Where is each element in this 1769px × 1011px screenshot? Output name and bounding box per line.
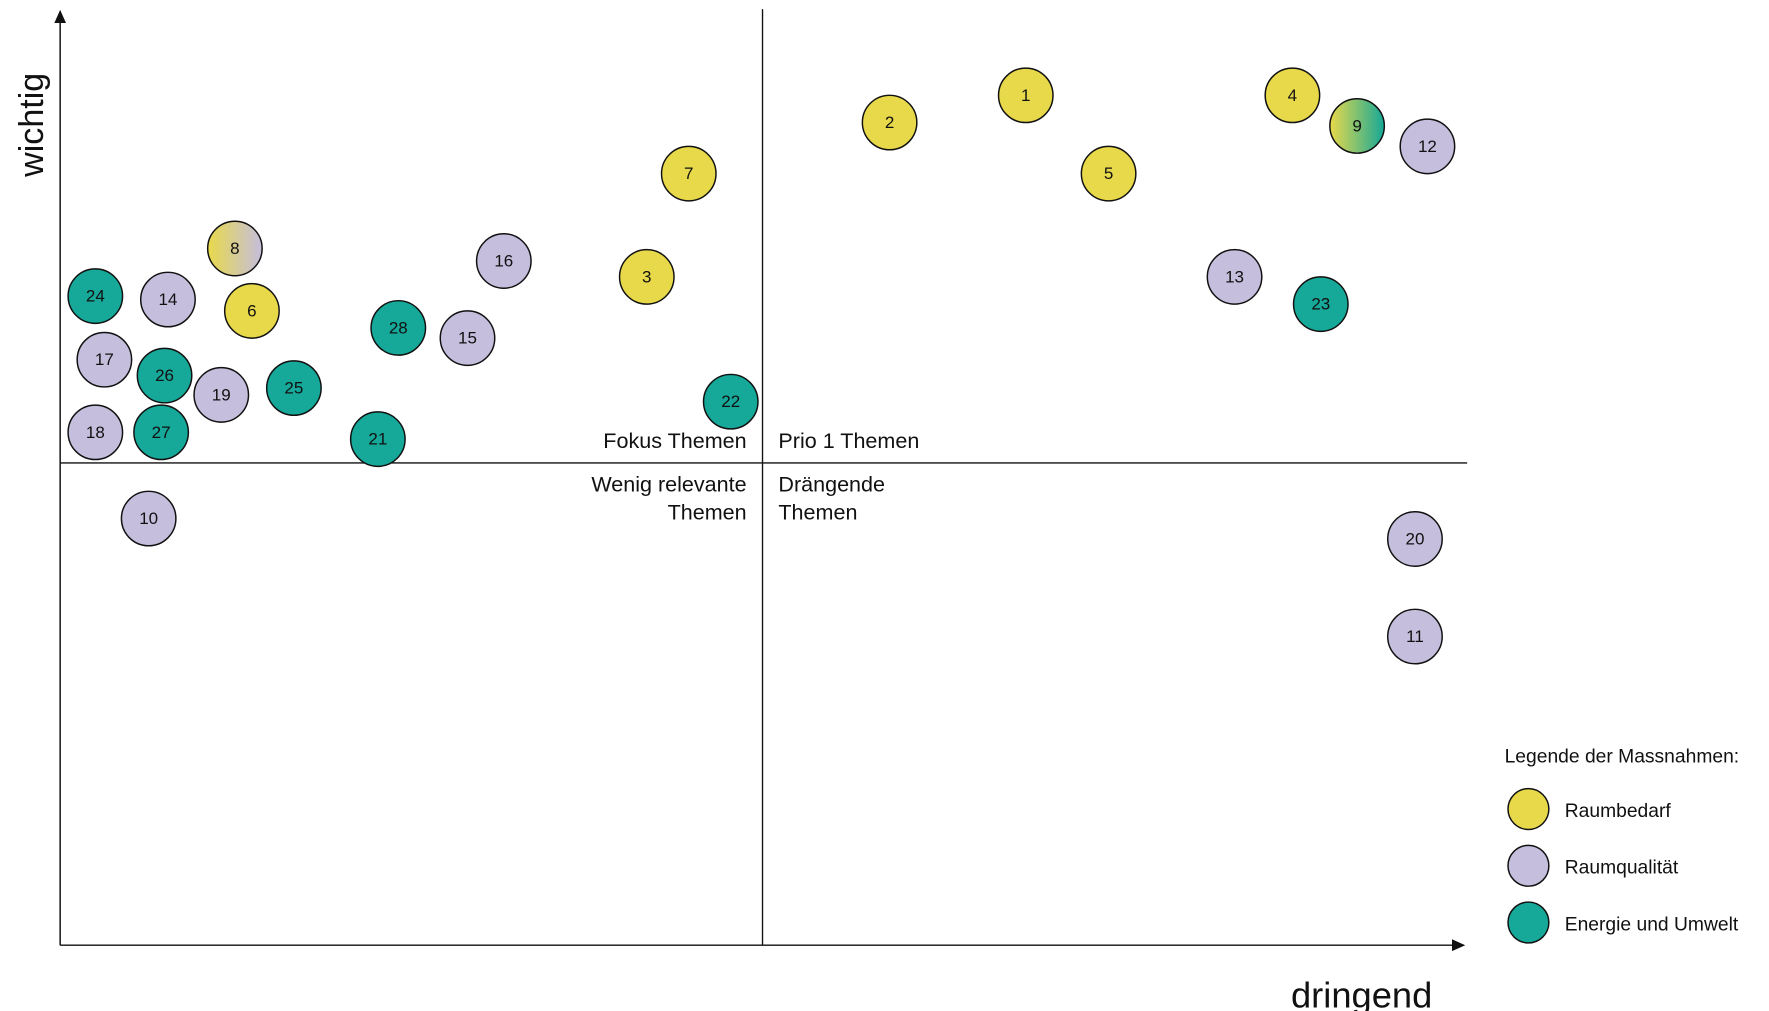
node-circle — [861, 94, 918, 151]
quadrant-label: Wenig relevante — [591, 471, 746, 496]
node-label: 28 — [389, 318, 408, 337]
node-circle — [1264, 67, 1321, 124]
node-circle — [1080, 145, 1137, 202]
node-circle — [660, 145, 717, 202]
node-label: 6 — [247, 301, 256, 320]
node-label: 22 — [721, 392, 740, 411]
node-circle — [139, 271, 196, 328]
node-label: 15 — [458, 329, 477, 348]
node-circle — [1206, 248, 1263, 305]
node-label: 23 — [1311, 295, 1330, 314]
node-label: 3 — [642, 267, 651, 286]
node-circle — [439, 310, 496, 367]
node-label: 2 — [885, 113, 894, 132]
node-label: 27 — [152, 423, 171, 442]
legend-label: Raumqualität — [1565, 858, 1679, 879]
node-circle — [76, 331, 133, 388]
node-circle — [120, 490, 177, 547]
node-circle — [1292, 276, 1349, 333]
node-circle — [702, 373, 759, 430]
node-circle — [1399, 118, 1456, 175]
y-label: wichtig — [13, 73, 51, 178]
node-circle — [370, 299, 427, 356]
node-circle — [67, 268, 124, 325]
quadrant-label: Themen — [778, 500, 857, 525]
legend-swatch — [1507, 787, 1550, 831]
node-label: 19 — [212, 385, 231, 404]
node-circle — [349, 411, 406, 468]
node-circle — [618, 248, 675, 305]
node-circle — [997, 67, 1054, 124]
node-circle — [265, 360, 322, 417]
node-label: 9 — [1352, 116, 1361, 135]
node-label: 25 — [284, 379, 303, 398]
node-circle — [133, 404, 190, 461]
node-label: 24 — [86, 287, 105, 306]
node-circle — [136, 347, 193, 404]
node-label: 16 — [494, 251, 513, 270]
node-label: 21 — [368, 430, 387, 449]
quadrant-label: Prio 1 Themen — [778, 428, 919, 453]
node-label: 10 — [139, 509, 158, 528]
node-label: 1 — [1021, 86, 1030, 105]
node-label: 18 — [86, 423, 105, 442]
legend-title: Legende der Massnahmen: — [1505, 747, 1740, 768]
legend-swatch — [1507, 901, 1550, 944]
x-label: dringend — [1291, 975, 1432, 1011]
node-label: 7 — [684, 164, 693, 183]
node-circle — [1329, 97, 1386, 154]
quadrant-label: Fokus Themen — [603, 428, 746, 453]
node-label: 14 — [158, 290, 177, 309]
node-circle — [1386, 511, 1443, 567]
legend-label: Raumbedarf — [1565, 801, 1672, 822]
node-label: 8 — [230, 239, 239, 258]
quadrant-label: Drängende — [778, 471, 885, 496]
legend-swatch — [1507, 844, 1550, 887]
node-circle — [475, 233, 532, 289]
quadrant-label: Themen — [668, 500, 747, 525]
node-label: 13 — [1225, 267, 1244, 286]
node-label: 20 — [1405, 529, 1424, 548]
node-circle — [193, 366, 250, 423]
node-label: 11 — [1406, 627, 1424, 646]
node-label: 5 — [1104, 164, 1113, 183]
node-circle — [223, 282, 280, 339]
node-label: 4 — [1288, 86, 1297, 105]
legend-label: Energie und Umwelt — [1565, 914, 1739, 935]
node-label: 12 — [1418, 137, 1437, 156]
node-circle — [67, 404, 124, 461]
node-label: 17 — [95, 350, 114, 369]
node-circle — [206, 220, 263, 277]
node-circle — [1386, 608, 1443, 665]
node-label: 26 — [155, 366, 174, 385]
